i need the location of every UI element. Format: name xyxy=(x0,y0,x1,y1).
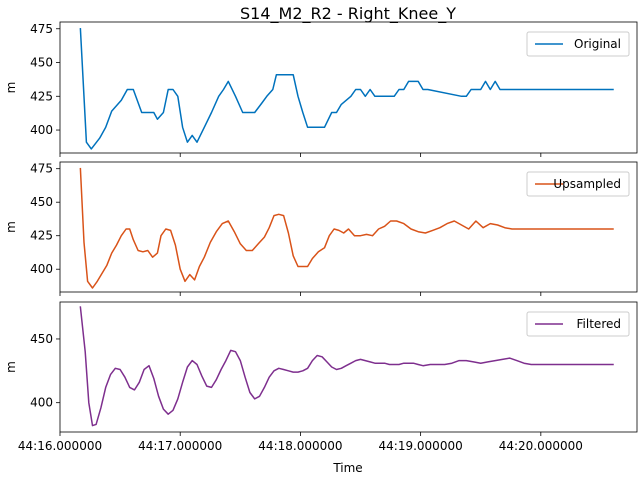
y-tick-label: 450 xyxy=(30,195,53,209)
chart-title: S14_M2_R2 - Right_Knee_Y xyxy=(240,4,456,24)
x-tick-label: 44:20.000000 xyxy=(499,439,583,453)
legend-box xyxy=(526,31,630,57)
series-line-original xyxy=(79,28,614,150)
series-line-filtered xyxy=(79,306,614,427)
subplot-1: 400 425 450 475 m Original xyxy=(4,21,638,157)
plot-frame xyxy=(59,161,638,293)
legend: Upsampled xyxy=(526,171,630,197)
legend: Original xyxy=(526,31,630,57)
y-axis-label: m xyxy=(4,361,18,373)
y-tick-label: 400 xyxy=(30,123,53,137)
y-tick-label: 400 xyxy=(30,262,53,276)
legend-label: Filtered xyxy=(577,317,621,331)
subplot-3: 400 450 44:16.000000 44:17.000000 44:18.0000… xyxy=(4,301,638,453)
y-tick-label: 400 xyxy=(30,396,53,410)
legend: Filtered xyxy=(526,311,630,337)
y-tick-label: 450 xyxy=(30,332,53,346)
legend-label: Original xyxy=(574,37,621,51)
y-axis-label: m xyxy=(4,221,18,233)
legend-box xyxy=(526,311,630,337)
plot-frame xyxy=(59,21,638,154)
y-tick-label: 475 xyxy=(30,22,53,36)
x-tick-label: 44:17.000000 xyxy=(138,439,222,453)
series-line-upsampled xyxy=(79,167,614,289)
x-tick-label: 44:19.000000 xyxy=(379,439,463,453)
subplot-2: 400 425 450 475 m Upsampled xyxy=(4,161,638,296)
y-tick-label: 450 xyxy=(30,56,53,70)
x-tick-label: 44:18.000000 xyxy=(258,439,342,453)
y-tick-label: 425 xyxy=(30,229,53,243)
x-tick-label: 44:16.000000 xyxy=(18,439,102,453)
legend-label: Upsampled xyxy=(553,177,621,191)
x-axis-label: Time xyxy=(332,461,362,475)
y-tick-label: 425 xyxy=(30,89,53,103)
legend-box xyxy=(526,171,630,197)
y-tick-label: 475 xyxy=(30,162,53,176)
plot-frame xyxy=(59,301,638,433)
y-axis-label: m xyxy=(4,82,18,94)
